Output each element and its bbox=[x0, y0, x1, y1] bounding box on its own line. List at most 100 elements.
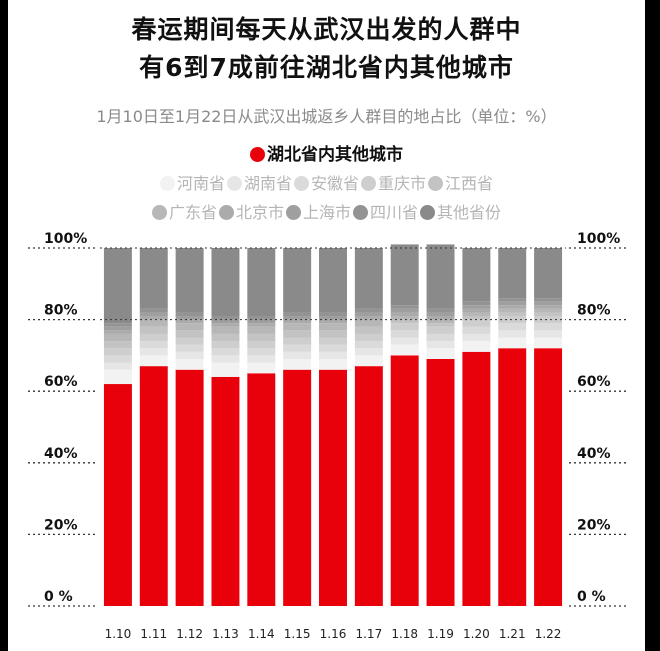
bar-segment-4 bbox=[462, 319, 491, 327]
bar-segment-0 bbox=[175, 369, 204, 606]
bar-segment-1 bbox=[175, 358, 204, 370]
bar-segment-10 bbox=[175, 248, 204, 313]
bar-segment-4 bbox=[283, 337, 312, 345]
bar-segment-8 bbox=[175, 316, 204, 320]
legend-main: 湖北省内其他城市 bbox=[8, 140, 645, 165]
legend-item-r1-3: 重庆市 bbox=[361, 170, 426, 194]
bar-segment-2 bbox=[139, 348, 168, 356]
bar-segment-5 bbox=[390, 319, 419, 324]
bar-segment-0 bbox=[426, 358, 455, 606]
bar-segment-2 bbox=[247, 355, 276, 363]
bar-segment-2 bbox=[498, 330, 527, 338]
bar-segment-0 bbox=[462, 351, 491, 606]
bar-segment-9 bbox=[498, 298, 527, 302]
legend-dot-icon bbox=[293, 176, 309, 191]
legend-row-2: 广东省 北京市 上海市 四川省 其他省份 bbox=[8, 199, 645, 223]
bar-segment-0 bbox=[211, 376, 240, 606]
bar-segment-4 bbox=[103, 348, 132, 356]
legend-item-r1-0: 河南省 bbox=[159, 170, 225, 194]
legend-item-r2-0: 广东省 bbox=[151, 199, 217, 223]
bar-segment-0 bbox=[319, 369, 347, 606]
bar-segment-3 bbox=[390, 330, 419, 338]
bar-segment-2 bbox=[175, 351, 204, 359]
legend-item-r2-1: 北京市 bbox=[218, 199, 284, 223]
bar-segment-3 bbox=[103, 355, 132, 363]
bar-segment-7 bbox=[211, 323, 240, 327]
chart-card: 春运期间每天从武汉出发的人群中 有6到7成前往湖北省内其他城市 1月10日至1月… bbox=[8, 0, 645, 651]
x-tick-label: 1.10 bbox=[105, 627, 132, 641]
legend-item-r2-2: 上海市 bbox=[285, 199, 351, 223]
bar-segment-8 bbox=[283, 316, 312, 320]
legend-dot-icon bbox=[151, 205, 167, 220]
legend-label: 四川省 bbox=[370, 203, 419, 222]
bar-segment-5 bbox=[247, 333, 276, 342]
bar-segment-1 bbox=[319, 358, 347, 370]
bar-segment-4 bbox=[175, 337, 204, 345]
bar-segment-8 bbox=[426, 312, 455, 317]
y-tick-label-left: 60% bbox=[44, 374, 78, 390]
bar-segment-2 bbox=[426, 341, 455, 349]
bar-segment-8 bbox=[319, 316, 347, 320]
bar-segment-1 bbox=[390, 344, 419, 356]
bar-segment-8 bbox=[498, 301, 527, 306]
legend-label: 河南省 bbox=[176, 174, 225, 193]
bar-segment-9 bbox=[462, 301, 491, 306]
bar-segment-4 bbox=[498, 316, 527, 324]
bar-segment-5 bbox=[283, 330, 312, 338]
legend-dot-icon bbox=[361, 176, 376, 191]
chart-title-line1: 春运期间每天从武汉出发的人群中 bbox=[131, 15, 522, 44]
bar-segment-2 bbox=[211, 355, 240, 363]
bar-segment-6 bbox=[426, 319, 455, 324]
y-tick-label-left: 0 % bbox=[44, 589, 73, 605]
bar-segment-9 bbox=[283, 312, 312, 317]
bar-segment-1 bbox=[211, 362, 240, 377]
x-tick-label: 1.18 bbox=[391, 627, 418, 641]
bar-segment-4 bbox=[534, 316, 563, 324]
legend-item-r1-1: 湖南省 bbox=[226, 170, 292, 194]
legend-item-r2-4: 其他省份 bbox=[420, 199, 501, 223]
bar-segment-8 bbox=[390, 308, 419, 313]
bar-segment-0 bbox=[390, 355, 419, 606]
legend-dot-icon bbox=[285, 205, 301, 220]
legend-label: 上海市 bbox=[302, 203, 351, 222]
y-tick-label-right: 100% bbox=[577, 231, 620, 247]
x-tick-label: 1.13 bbox=[212, 627, 239, 641]
x-tick-label: 1.11 bbox=[140, 627, 167, 641]
x-tick-label: 1.14 bbox=[248, 627, 275, 641]
bar-segment-5 bbox=[139, 326, 168, 334]
y-tick-label-right: 40% bbox=[577, 446, 611, 462]
bar-segment-7 bbox=[247, 323, 276, 327]
bar-segment-10 bbox=[283, 248, 312, 313]
bar-segment-9 bbox=[247, 316, 276, 320]
bar-segment-10 bbox=[354, 248, 383, 309]
bar-segment-9 bbox=[319, 312, 347, 317]
bar-segment-10 bbox=[139, 248, 168, 309]
bar-segment-7 bbox=[354, 316, 383, 320]
bar-segment-9 bbox=[139, 308, 168, 313]
bar-segment-6 bbox=[354, 319, 383, 327]
bar-segment-10 bbox=[319, 248, 347, 313]
bar-segment-10 bbox=[103, 248, 132, 324]
bar-segment-5 bbox=[354, 326, 383, 334]
legend-label: 北京市 bbox=[235, 203, 284, 222]
bar-segment-4 bbox=[211, 341, 240, 349]
chart-subtitle: 1月10日至1月22日从武汉出城返乡人群目的地占比（单位：%） bbox=[96, 107, 557, 126]
bar-segment-2 bbox=[103, 362, 132, 370]
bar-segment-7 bbox=[462, 308, 491, 313]
x-tick-label: 1.19 bbox=[427, 627, 454, 641]
y-tick-label-left: 100% bbox=[44, 231, 87, 247]
stacked-bar-chart: 100% 100% 80% 80% 60% 60% 40% 40% 20% 20% 0 % 0 % 1.… bbox=[28, 231, 626, 641]
x-tick-label: 1.21 bbox=[499, 627, 526, 641]
bar-segment-7 bbox=[103, 330, 132, 334]
y-tick-label-left: 80% bbox=[44, 303, 78, 319]
bar-segment-8 bbox=[354, 312, 383, 317]
bar-segment-9 bbox=[390, 305, 419, 309]
bar-segment-10 bbox=[211, 248, 240, 317]
bar-segment-6 bbox=[390, 316, 419, 320]
bar-segment-3 bbox=[211, 348, 240, 356]
x-tick-label: 1.15 bbox=[284, 627, 311, 641]
x-tick-label: 1.22 bbox=[535, 627, 562, 641]
legend-label: 湖南省 bbox=[243, 174, 292, 193]
bar-segment-6 bbox=[498, 308, 527, 313]
bar-segment-7 bbox=[426, 316, 455, 320]
